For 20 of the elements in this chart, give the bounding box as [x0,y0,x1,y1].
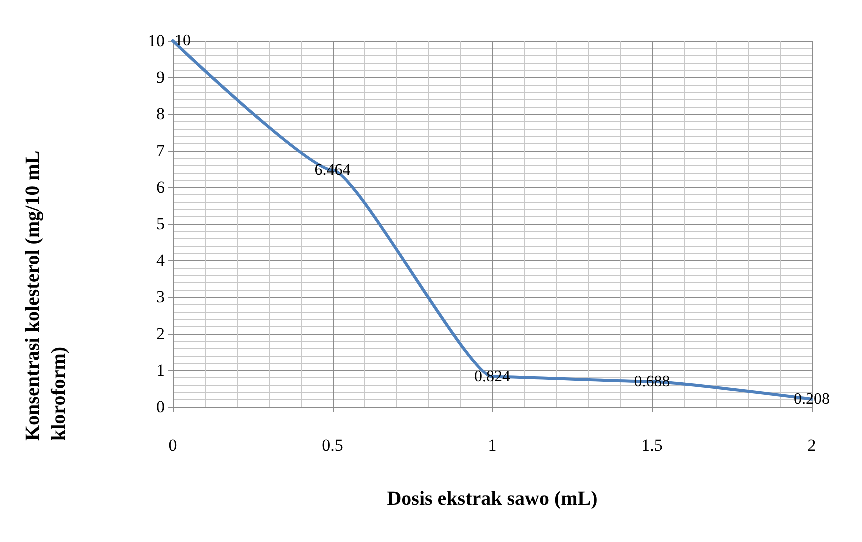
x-axis-title: Dosis ekstrak sawo (mL) [387,488,598,510]
y-tick-label: 8 [156,104,165,124]
x-tick-label: 1.5 [642,436,663,455]
y-tick-label: 3 [156,288,165,307]
data-label: 10 [175,32,191,50]
x-tick-label: 2 [808,436,816,455]
x-tick-label: 0.5 [322,436,344,455]
y-tick-label: 9 [156,68,165,88]
y-tick-label: 7 [156,141,166,160]
y-tick-label: 6 [156,178,165,197]
y-tick-label: 5 [156,214,165,234]
y-tick-label: 2 [156,324,165,344]
y-tick-label: 1 [156,360,165,380]
x-tick-label: 1 [488,436,497,455]
y-axis-title: Konsentrasi kolesterol (mg/10 mL kloroform) [22,146,70,441]
x-tick-label: 0 [168,436,178,455]
y-tick-label: 10 [148,32,165,50]
data-label: 0.208 [794,390,830,408]
y-tick-label: 0 [156,398,165,416]
y-tick-label: 4 [156,251,166,270]
